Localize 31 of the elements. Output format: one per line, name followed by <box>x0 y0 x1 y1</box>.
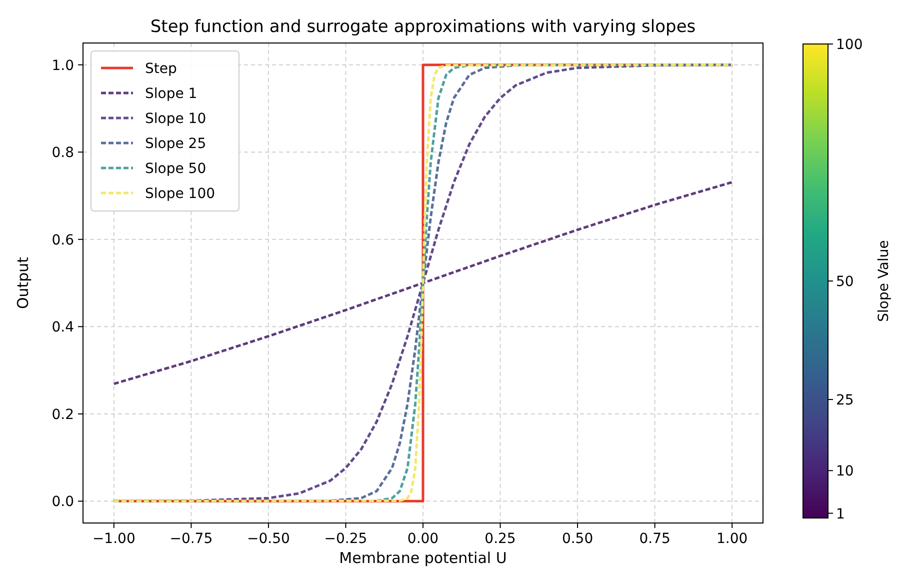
chart-title: Step function and surrogate approximations with varying slopes <box>150 17 696 37</box>
legend-label: Step <box>145 61 177 77</box>
x-tick-label: 0.25 <box>484 531 516 547</box>
color-bar-label: 1 <box>836 506 845 522</box>
legend-label: Slope 25 <box>145 136 206 152</box>
line-series <box>112 180 734 386</box>
y-tick-label: 0.2 <box>52 406 74 423</box>
y-tick-label: 0.0 <box>52 494 74 510</box>
y-tick-label: 0.6 <box>52 232 74 248</box>
legend-label: Slope 100 <box>145 186 216 202</box>
x-tick-label: 0.75 <box>639 531 670 547</box>
color-bar-label: 10 <box>836 464 854 480</box>
y-tick-label: 0.8 <box>52 145 74 162</box>
y-tick-label: 1.0 <box>52 58 74 74</box>
x-tick-label: −0.25 <box>324 531 368 547</box>
legend-label: Slope 10 <box>145 111 206 127</box>
legend-label: Slope 50 <box>145 161 206 177</box>
x-axis-title: Membrane potential U <box>339 549 507 567</box>
color-bar-label: 25 <box>836 392 854 408</box>
x-tick-label: 0.00 <box>407 531 439 547</box>
color-bar-label: 50 <box>836 274 854 290</box>
x-tick-label: 1.00 <box>716 531 748 547</box>
x-tick-label: 0.50 <box>562 531 594 547</box>
x-tick-label: −0.75 <box>170 531 213 547</box>
y-axis-title: Output <box>14 256 32 310</box>
legend-label: Slope 1 <box>145 86 198 102</box>
x-tick-label: −1.00 <box>92 531 136 547</box>
color-bar-label: 100 <box>836 37 863 53</box>
x-tick-label: −0.50 <box>247 531 290 547</box>
y-tick-label: 0.4 <box>52 320 74 336</box>
color-bar-title: Slope Value <box>876 240 892 322</box>
